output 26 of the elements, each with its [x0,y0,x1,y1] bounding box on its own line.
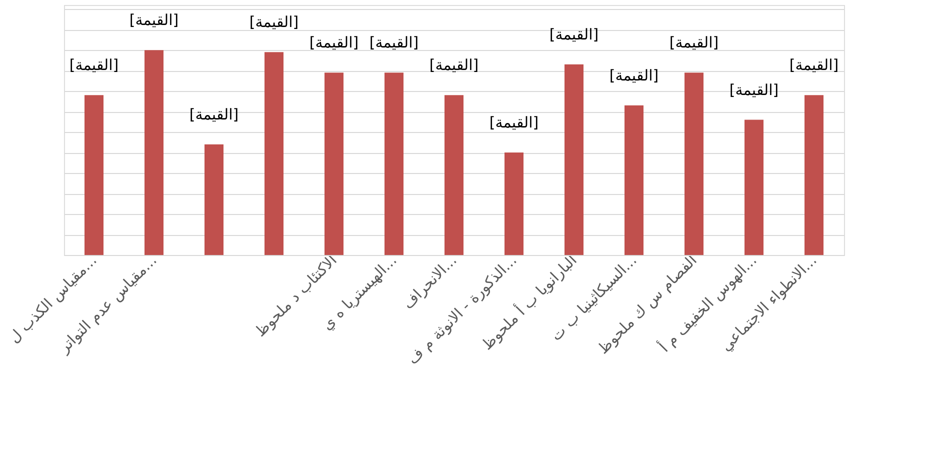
annotation: [القيمة] [309,34,359,52]
bar [564,64,584,255]
annotation: [القيمة] [369,34,419,52]
bar [684,72,704,255]
bar [324,72,344,255]
annotation: [القيمة] [429,56,479,74]
bar [804,95,824,255]
bar [744,120,764,255]
annotation: [القيمة] [609,66,659,84]
bar [264,52,284,255]
bar [84,95,104,255]
text: [القيمة] [249,13,299,32]
text: [القيمة] [129,11,179,30]
bar [204,144,224,255]
annotation: [القيمة] [789,56,839,74]
text: [القيمة] [549,25,599,44]
annotation: [القيمة] [489,114,539,132]
bar [444,95,464,255]
annotation: [القيمة] [69,56,119,74]
bar [144,50,164,255]
bar [384,72,404,255]
bar [624,105,644,255]
bar [504,152,524,255]
annotation: [القيمة] [669,34,719,52]
annotation: [القيمة] [729,80,779,99]
annotation: [القيمة] [189,105,239,124]
